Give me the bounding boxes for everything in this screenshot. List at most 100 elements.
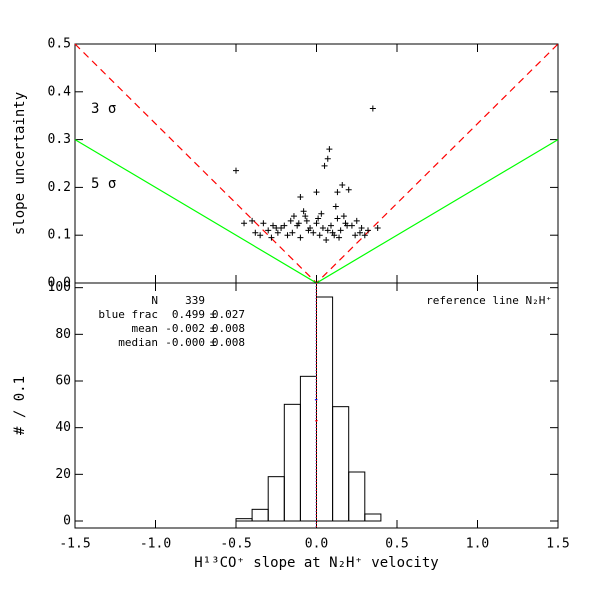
bar bbox=[299, 375, 317, 522]
stat-pm: ± bbox=[210, 322, 217, 335]
point bbox=[278, 225, 285, 232]
bar bbox=[348, 471, 366, 522]
y-tick-label: 40 bbox=[55, 420, 71, 435]
sigma-label: 5 σ bbox=[91, 176, 116, 192]
point bbox=[315, 215, 322, 222]
point bbox=[369, 105, 376, 112]
x-tick-label: -1.5 bbox=[59, 537, 90, 552]
stat-label: mean bbox=[132, 322, 159, 335]
point bbox=[344, 222, 351, 229]
point bbox=[310, 229, 317, 236]
stat-value: 339 bbox=[185, 294, 205, 307]
stat-error: 0.027 bbox=[212, 308, 245, 321]
point bbox=[287, 217, 294, 224]
plot-frame bbox=[74, 43, 559, 284]
point bbox=[318, 210, 325, 217]
stat-error: 0.008 bbox=[212, 336, 245, 349]
point bbox=[345, 186, 352, 193]
y-tick-label: 0.1 bbox=[48, 228, 71, 243]
x-tick-label: 0.0 bbox=[305, 537, 328, 552]
y-tick-label: 0.5 bbox=[48, 37, 71, 52]
bar bbox=[267, 476, 285, 522]
point bbox=[300, 208, 307, 215]
point bbox=[257, 232, 264, 239]
point bbox=[265, 227, 272, 234]
stat-label: median bbox=[118, 336, 158, 349]
point bbox=[303, 217, 310, 224]
point bbox=[313, 189, 320, 196]
point bbox=[233, 167, 239, 174]
stat-error: 0.008 bbox=[212, 322, 245, 335]
x-tick-label: 1.5 bbox=[546, 537, 569, 552]
y-tick-label: 80 bbox=[55, 327, 71, 342]
x-tick-label: 0.5 bbox=[385, 537, 408, 552]
y-tick-label: 20 bbox=[55, 467, 71, 482]
point bbox=[336, 234, 343, 241]
point bbox=[361, 232, 368, 239]
sigma-label: 3 σ bbox=[91, 101, 116, 117]
y-tick-label: 100 bbox=[48, 280, 71, 295]
point bbox=[327, 222, 334, 229]
point bbox=[249, 217, 256, 224]
point bbox=[321, 162, 328, 169]
point bbox=[374, 225, 381, 232]
point bbox=[316, 232, 323, 239]
point bbox=[295, 220, 302, 227]
bar bbox=[283, 403, 301, 522]
point bbox=[313, 220, 320, 227]
point bbox=[284, 232, 291, 239]
point bbox=[297, 234, 304, 241]
reference-label: reference line N₂H⁺ bbox=[426, 294, 552, 307]
sigma-line bbox=[74, 43, 559, 284]
point bbox=[297, 193, 304, 200]
stat-value: -0.002 bbox=[165, 322, 205, 335]
y-tick-label: 0.4 bbox=[48, 84, 72, 99]
bar bbox=[251, 508, 269, 522]
stat-value: 0.499 bbox=[172, 308, 205, 321]
bar bbox=[332, 406, 350, 522]
point bbox=[323, 236, 330, 243]
y-tick-label: 0 bbox=[63, 514, 71, 529]
point bbox=[324, 155, 331, 162]
point bbox=[252, 229, 259, 236]
bar bbox=[316, 296, 334, 522]
stat-label: N bbox=[151, 294, 158, 307]
x-tick-label: 1.0 bbox=[466, 537, 489, 552]
stat-pm: ± bbox=[210, 308, 217, 321]
point bbox=[307, 225, 314, 232]
point bbox=[324, 227, 331, 234]
point bbox=[302, 213, 309, 220]
sigma-line bbox=[74, 139, 559, 284]
point bbox=[268, 234, 275, 241]
y-axis-label: slope uncertainty bbox=[12, 92, 28, 235]
x-axis-label: H¹³CO⁺ slope at N₂H⁺ velocity bbox=[194, 555, 438, 571]
x-tick-label: -0.5 bbox=[220, 537, 251, 552]
stat-value: -0.000 bbox=[165, 336, 205, 349]
point bbox=[337, 227, 344, 234]
point bbox=[270, 222, 277, 229]
point bbox=[332, 203, 339, 210]
point bbox=[326, 146, 333, 153]
y-tick-label: 0.3 bbox=[48, 132, 71, 147]
point bbox=[365, 227, 372, 234]
y-tick-label: 60 bbox=[55, 374, 71, 389]
point bbox=[340, 213, 347, 220]
y-tick-label: 0.2 bbox=[48, 180, 71, 195]
point bbox=[352, 232, 359, 239]
point bbox=[281, 222, 288, 229]
point bbox=[353, 217, 360, 224]
stat-label: blue frac bbox=[98, 308, 158, 321]
point bbox=[339, 182, 346, 189]
point bbox=[334, 215, 341, 222]
x-tick-label: -1.0 bbox=[140, 537, 171, 552]
point bbox=[290, 213, 297, 220]
bar bbox=[235, 518, 253, 522]
point bbox=[274, 229, 281, 236]
point bbox=[241, 220, 248, 227]
y-axis-label: # / 0.1 bbox=[12, 376, 28, 435]
point bbox=[356, 229, 363, 236]
point bbox=[358, 225, 365, 232]
point bbox=[260, 220, 267, 227]
